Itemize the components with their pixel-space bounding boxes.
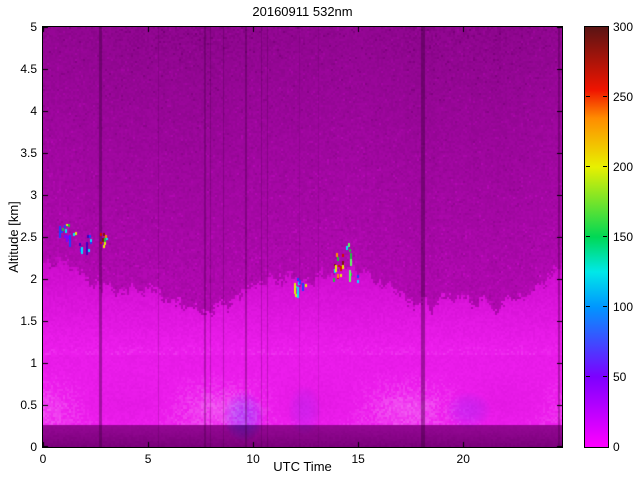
colorbar-tick-label: 300 [613, 20, 634, 34]
colorbar-tick-label: 250 [613, 90, 634, 104]
colorbar-tick-mark [586, 236, 590, 237]
colorbar-gradient [585, 27, 608, 447]
colorbar-tick-mark [603, 166, 607, 167]
colorbar [584, 26, 609, 448]
colorbar-tick-label: 150 [613, 230, 634, 244]
x-tick-label: 15 [351, 452, 365, 466]
y-tick-label: 3 [30, 188, 37, 202]
y-tick-label: 2 [30, 272, 37, 286]
x-tick-label: 0 [39, 452, 47, 466]
chart-title: 20160911 532nm [252, 4, 353, 19]
y-tick-label: 0.5 [20, 398, 37, 412]
x-tick-label: 5 [144, 452, 152, 466]
x-axis-label: UTC Time [273, 459, 332, 474]
y-tick-label: 1.5 [20, 314, 37, 328]
colorbar-tick-mark [603, 376, 607, 377]
y-tick-label: 4 [30, 104, 37, 118]
y-tick-label: 3.5 [20, 146, 37, 160]
heatmap-canvas [43, 27, 562, 447]
colorbar-tick-mark [586, 306, 590, 307]
y-tick-label: 0 [30, 440, 37, 454]
colorbar-tick-label: 50 [613, 370, 627, 384]
colorbar-tick-mark [603, 306, 607, 307]
colorbar-tick-mark [603, 236, 607, 237]
plot-area-frame [42, 26, 563, 448]
colorbar-tick-label: 0 [613, 440, 620, 454]
y-tick-label: 2.5 [20, 230, 37, 244]
y-tick-label: 4.5 [20, 62, 37, 76]
y-tick-label: 1 [30, 356, 37, 370]
colorbar-tick-label: 200 [613, 160, 634, 174]
colorbar-tick-mark [586, 166, 590, 167]
y-tick-label: 5 [30, 20, 37, 34]
colorbar-tick-mark [586, 96, 590, 97]
colorbar-tick-label: 100 [613, 300, 634, 314]
x-tick-label: 10 [246, 452, 260, 466]
x-tick-label: 20 [456, 452, 470, 466]
colorbar-tick-mark [603, 96, 607, 97]
colorbar-tick-mark [586, 376, 590, 377]
